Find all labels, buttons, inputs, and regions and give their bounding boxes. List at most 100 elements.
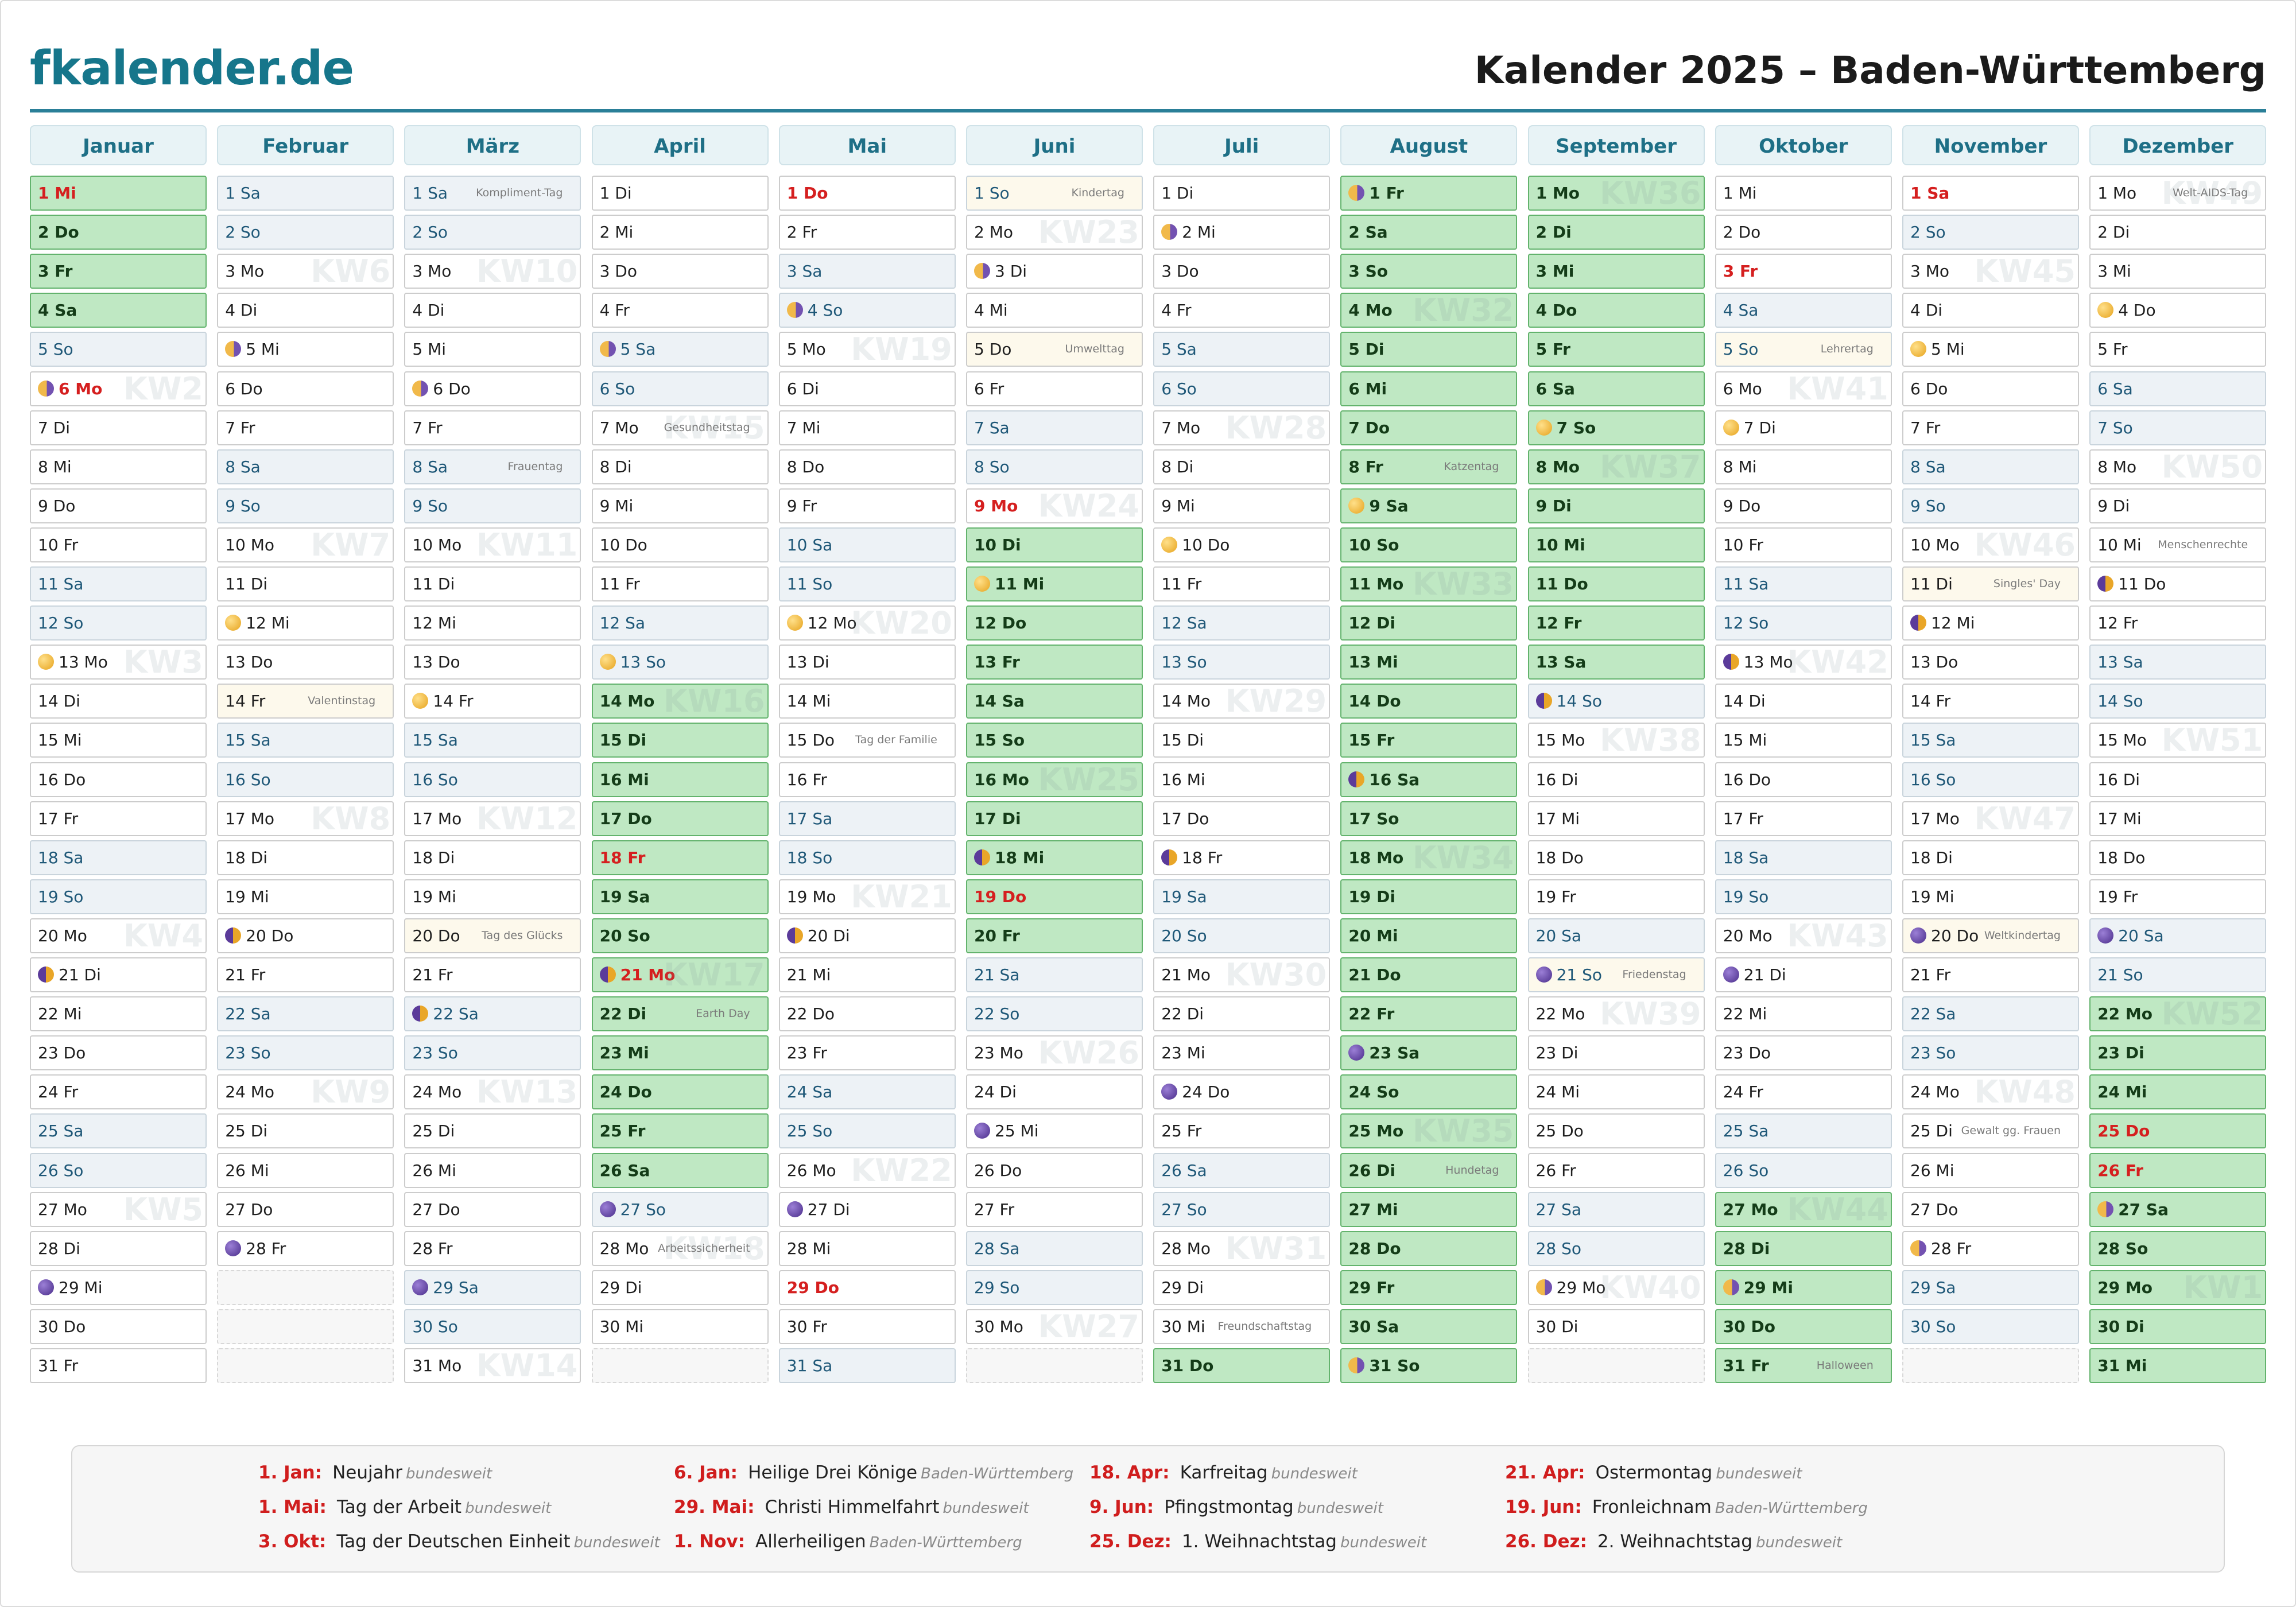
day-cell[interactable]: 27 Mo KW5 bbox=[30, 1191, 207, 1227]
day-cell[interactable]: 5 Mo KW19 bbox=[778, 332, 956, 367]
day-cell[interactable]: 20 Di bbox=[778, 918, 956, 953]
day-cell[interactable]: 9 Mi bbox=[1153, 488, 1331, 523]
day-cell[interactable]: 13 Sa bbox=[2089, 645, 2267, 680]
day-cell[interactable]: 24 So bbox=[1340, 1074, 1518, 1110]
day-cell[interactable]: 20 So bbox=[1153, 918, 1331, 953]
day-cell[interactable]: 30 Mo KW27 bbox=[966, 1309, 1143, 1344]
day-cell[interactable]: 15 So bbox=[966, 723, 1143, 758]
day-cell[interactable]: 25 Do bbox=[2089, 1113, 2267, 1149]
day-cell[interactable]: 15 Di bbox=[1153, 723, 1331, 758]
day-cell[interactable]: 11 Fr bbox=[1153, 566, 1331, 601]
day-cell[interactable]: 5 Fr bbox=[2089, 332, 2267, 367]
day-cell[interactable]: 10 Mo KW7 bbox=[217, 527, 394, 562]
day-cell[interactable]: 10 Mi bbox=[1527, 527, 1705, 562]
day-cell[interactable]: 16 Do bbox=[30, 762, 207, 797]
day-cell[interactable]: 1 Mi bbox=[30, 176, 207, 211]
day-cell[interactable]: 12 Mi bbox=[1902, 605, 2079, 641]
day-cell[interactable]: 30 Di bbox=[1527, 1309, 1705, 1344]
day-cell[interactable]: 14 Mo KW16 bbox=[591, 684, 769, 719]
day-cell[interactable]: 3 Mo KW10 bbox=[404, 254, 581, 289]
day-cell[interactable]: 31 Fr bbox=[30, 1348, 207, 1383]
day-cell[interactable]: 27 Do bbox=[1902, 1191, 2079, 1227]
day-cell[interactable]: 17 Mo KW12 bbox=[404, 801, 581, 836]
day-cell[interactable]: 15 Mo KW51 bbox=[2089, 723, 2267, 758]
day-cell[interactable]: 26 Mi bbox=[404, 1152, 581, 1188]
day-cell[interactable]: 3 Fr bbox=[30, 254, 207, 289]
day-cell[interactable]: 12 Do bbox=[966, 605, 1143, 641]
day-cell[interactable]: 5 Do Umwelttag bbox=[966, 332, 1143, 367]
day-cell[interactable]: 7 Fr bbox=[1902, 410, 2079, 445]
day-cell[interactable]: 31 Do bbox=[1153, 1348, 1331, 1383]
day-cell[interactable]: 18 Di bbox=[1902, 840, 2079, 875]
day-cell[interactable]: 13 Mi bbox=[1340, 645, 1518, 680]
day-cell[interactable]: 19 Di bbox=[1340, 879, 1518, 914]
day-cell[interactable]: 12 Mi bbox=[404, 605, 581, 641]
day-cell[interactable]: 20 Mo KW43 bbox=[1715, 918, 1892, 953]
day-cell[interactable]: 17 So bbox=[1340, 801, 1518, 836]
day-cell[interactable]: 16 So bbox=[404, 762, 581, 797]
day-cell[interactable]: 23 Mi bbox=[591, 1035, 769, 1071]
day-cell[interactable]: 4 Di bbox=[217, 293, 394, 328]
day-cell[interactable]: 22 Mo KW52 bbox=[2089, 996, 2267, 1032]
day-cell[interactable]: 20 Fr bbox=[966, 918, 1143, 953]
day-cell[interactable]: 22 Mi bbox=[1715, 996, 1892, 1032]
day-cell[interactable]: 7 Di bbox=[1715, 410, 1892, 445]
day-cell[interactable]: 16 Di bbox=[2089, 762, 2267, 797]
day-cell[interactable]: 21 Mo KW17 bbox=[591, 957, 769, 992]
day-cell[interactable]: 16 So bbox=[1902, 762, 2079, 797]
day-cell[interactable]: 14 Mi bbox=[778, 684, 956, 719]
day-cell[interactable]: 23 Do bbox=[1715, 1035, 1892, 1071]
day-cell[interactable]: 3 Di bbox=[966, 254, 1143, 289]
day-cell[interactable]: 16 Mi bbox=[1153, 762, 1331, 797]
day-cell[interactable]: 21 Di bbox=[1715, 957, 1892, 992]
day-cell[interactable]: 31 So bbox=[1340, 1348, 1518, 1383]
day-cell[interactable]: 1 Sa bbox=[217, 176, 394, 211]
day-cell[interactable]: 10 Do bbox=[591, 527, 769, 562]
day-cell[interactable]: 3 Do bbox=[1153, 254, 1331, 289]
day-cell[interactable]: 26 Mo KW22 bbox=[778, 1152, 956, 1188]
day-cell[interactable]: 20 Sa bbox=[2089, 918, 2267, 953]
day-cell[interactable]: 8 Fr Katzentag bbox=[1340, 449, 1518, 484]
day-cell[interactable]: 14 Fr bbox=[404, 684, 581, 719]
day-cell[interactable]: 14 So bbox=[1527, 684, 1705, 719]
day-cell[interactable]: 16 So bbox=[217, 762, 394, 797]
day-cell[interactable]: 2 Sa bbox=[1340, 215, 1518, 250]
day-cell[interactable]: 9 Di bbox=[2089, 488, 2267, 523]
day-cell[interactable]: 5 Mi bbox=[404, 332, 581, 367]
day-cell[interactable]: 17 Do bbox=[591, 801, 769, 836]
day-cell[interactable]: 22 Mi bbox=[30, 996, 207, 1032]
day-cell[interactable]: 12 Fr bbox=[2089, 605, 2267, 641]
day-cell[interactable]: 18 Mo KW34 bbox=[1340, 840, 1518, 875]
day-cell[interactable]: 7 Fr bbox=[217, 410, 394, 445]
day-cell[interactable]: 30 Di bbox=[2089, 1309, 2267, 1344]
day-cell[interactable]: 25 Fr bbox=[591, 1113, 769, 1149]
day-cell[interactable]: 2 Do bbox=[1715, 215, 1892, 250]
day-cell[interactable]: 30 Mi Freundschaftstag bbox=[1153, 1309, 1331, 1344]
day-cell[interactable]: 11 Di Singles' Day bbox=[1902, 566, 2079, 601]
day-cell[interactable]: 13 Mo KW3 bbox=[30, 645, 207, 680]
day-cell[interactable]: 23 Mo KW26 bbox=[966, 1035, 1143, 1071]
day-cell[interactable]: 13 Do bbox=[404, 645, 581, 680]
day-cell[interactable]: 8 Sa bbox=[217, 449, 394, 484]
day-cell[interactable]: 8 Mo KW37 bbox=[1527, 449, 1705, 484]
day-cell[interactable]: 23 Di bbox=[1527, 1035, 1705, 1071]
day-cell[interactable]: 7 Di bbox=[30, 410, 207, 445]
day-cell[interactable]: 3 So bbox=[1340, 254, 1518, 289]
day-cell[interactable]: 4 So bbox=[778, 293, 956, 328]
day-cell[interactable]: 28 So bbox=[1527, 1231, 1705, 1266]
day-cell[interactable]: 13 Do bbox=[1902, 645, 2079, 680]
day-cell[interactable]: 16 Fr bbox=[778, 762, 956, 797]
day-cell[interactable]: 10 Fr bbox=[1715, 527, 1892, 562]
day-cell[interactable]: 20 So bbox=[591, 918, 769, 953]
day-cell[interactable]: 9 Mo KW24 bbox=[966, 488, 1143, 523]
day-cell[interactable]: 21 Di bbox=[30, 957, 207, 992]
day-cell[interactable]: 27 So bbox=[591, 1191, 769, 1227]
day-cell[interactable]: 18 Di bbox=[404, 840, 581, 875]
day-cell[interactable]: 8 Do bbox=[778, 449, 956, 484]
day-cell[interactable]: 2 So bbox=[1902, 215, 2079, 250]
day-cell[interactable]: 17 Sa bbox=[778, 801, 956, 836]
day-cell[interactable]: 7 Mi bbox=[778, 410, 956, 445]
day-cell[interactable]: 14 Mo KW29 bbox=[1153, 684, 1331, 719]
day-cell[interactable]: 11 Di bbox=[404, 566, 581, 601]
day-cell[interactable]: 3 Mi bbox=[1527, 254, 1705, 289]
